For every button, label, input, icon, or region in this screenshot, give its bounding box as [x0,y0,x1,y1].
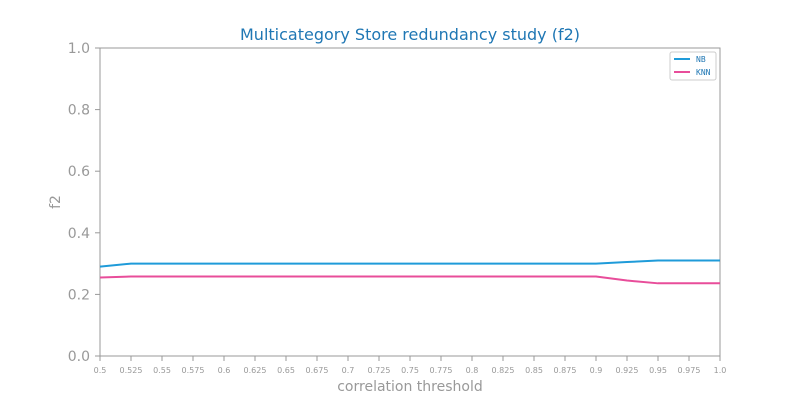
y-tick-label: 0.8 [68,103,90,119]
data-point-nb [285,263,287,265]
x-tick-label: 0.525 [120,366,143,375]
data-point-knn [130,276,132,278]
y-tick-label: 0.2 [68,287,90,303]
plot-area: 0.0 0.2 0.4 0.6 0.8 1.0 0.5 0.525 0.55 0.575 0.6 0.… [68,41,727,375]
data-point-knn [595,276,597,278]
data-point-knn [223,276,225,278]
y-tick-label: 0.4 [68,226,90,242]
series-line-knn [99,275,720,285]
x-tick-label: 0.625 [244,366,267,375]
legend-label-knn: KNN [696,68,711,77]
x-tick-label: 0.975 [678,366,701,375]
data-point-knn [564,276,566,278]
x-tick-label: 0.6 [218,366,231,375]
data-point-knn [99,276,101,278]
data-point-knn [440,276,442,278]
data-point-nb [378,263,380,265]
x-tick-label: 0.875 [554,366,577,375]
data-point-nb [595,263,597,265]
x-tick-label: 0.575 [182,366,205,375]
data-point-knn [533,276,535,278]
data-point-nb [316,263,318,265]
data-point-knn [378,276,380,278]
data-point-knn [285,276,287,278]
data-point-nb [409,263,411,265]
data-point-knn [409,276,411,278]
y-tick-label: 1.0 [68,41,90,57]
legend: NB KNN [669,51,717,81]
data-point-nb [626,261,628,263]
x-tick-label: 0.65 [277,366,295,375]
x-tick-label: 1.0 [714,366,727,375]
data-point-knn [657,282,659,284]
data-point-nb [99,266,101,268]
data-point-knn [688,282,690,284]
y-tick-label: 0.6 [68,164,90,180]
data-point-nb [502,263,504,265]
y-axis-label: f2 [48,195,64,209]
data-point-nb [130,263,132,265]
x-tick-label: 0.725 [368,366,391,375]
data-point-nb [719,260,721,262]
chart-title: Multicategory Store redundancy study (f2… [240,25,580,44]
data-point-knn [254,276,256,278]
data-point-nb [564,263,566,265]
data-point-knn [316,276,318,278]
data-point-nb [471,263,473,265]
x-tick-label: 0.8 [466,366,479,375]
x-tick-label: 0.675 [306,366,329,375]
data-point-knn [161,276,163,278]
x-tick-label: 0.825 [492,366,515,375]
data-point-knn [719,282,721,284]
series-line-nb [99,259,720,268]
data-point-knn [192,276,194,278]
data-point-nb [533,263,535,265]
data-point-nb [657,260,659,262]
y-tick-label: 0.0 [68,349,90,365]
x-tick-label: 0.5 [94,366,107,375]
x-tick-label: 0.7 [342,366,355,375]
x-tick-label: 0.75 [401,366,419,375]
data-point-nb [347,263,349,265]
legend-label-nb: NB [696,55,706,64]
x-tick-label: 0.925 [616,366,639,375]
x-tick-label: 0.55 [153,366,171,375]
data-point-nb [688,260,690,262]
x-axis-label: correlation threshold [337,379,483,395]
x-tick-label: 0.85 [525,366,543,375]
data-point-knn [471,276,473,278]
data-point-knn [347,276,349,278]
data-point-nb [192,263,194,265]
data-point-nb [161,263,163,265]
x-tick-label: 0.9 [590,366,603,375]
x-tick-label: 0.95 [649,366,667,375]
data-point-nb [254,263,256,265]
data-point-nb [223,263,225,265]
x-tick-label: 0.775 [430,366,453,375]
data-point-knn [626,280,628,282]
data-point-knn [502,276,504,278]
data-point-nb [440,263,442,265]
